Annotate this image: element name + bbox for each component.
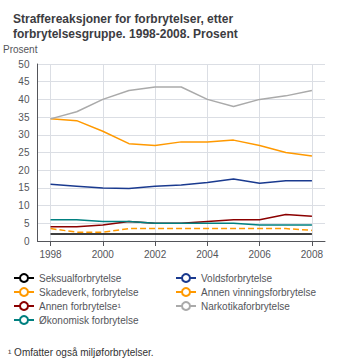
svg-text:Prosent: Prosent	[3, 44, 38, 55]
svg-text:1998: 1998	[39, 249, 62, 260]
svg-text:50: 50	[18, 59, 30, 70]
svg-text:20: 20	[18, 165, 30, 176]
svg-text:Seksualforbrytelse: Seksualforbrytelse	[39, 273, 122, 284]
svg-text:45: 45	[18, 76, 30, 87]
svg-text:35: 35	[18, 112, 30, 123]
svg-text:5: 5	[24, 218, 30, 229]
svg-text:forbrytelsesgruppe. 1998-2008.: forbrytelsesgruppe. 1998-2008. Prosent	[13, 27, 238, 41]
svg-text:2008: 2008	[301, 249, 324, 260]
svg-text:0: 0	[24, 236, 30, 247]
svg-text:Økonomisk forbrytelse: Økonomisk forbrytelse	[39, 315, 139, 326]
svg-text:2006: 2006	[249, 249, 272, 260]
svg-text:Narkotikaforbrytelse: Narkotikaforbrytelse	[201, 301, 290, 312]
svg-text:10: 10	[18, 200, 30, 211]
svg-text:Voldsforbrytelse: Voldsforbrytelse	[201, 273, 273, 284]
svg-text:Skadeverk, forbrytelse: Skadeverk, forbrytelse	[39, 287, 139, 298]
svg-text:Annen forbrytelse¹: Annen forbrytelse¹	[39, 301, 121, 312]
svg-text:40: 40	[18, 94, 30, 105]
svg-text:Annen vinningsforbrytelse: Annen vinningsforbrytelse	[201, 287, 317, 298]
svg-text:2000: 2000	[92, 249, 115, 260]
svg-text:25: 25	[18, 147, 30, 158]
svg-text:2002: 2002	[144, 249, 167, 260]
svg-text:30: 30	[18, 129, 30, 140]
svg-text:¹ Omfatter også miljøforbrytel: ¹ Omfatter også miljøforbrytelser.	[8, 347, 154, 358]
svg-text:Straffereaksjoner for forbryte: Straffereaksjoner for forbrytelser, ette…	[13, 12, 236, 26]
svg-text:15: 15	[18, 182, 30, 193]
svg-text:2004: 2004	[196, 249, 219, 260]
